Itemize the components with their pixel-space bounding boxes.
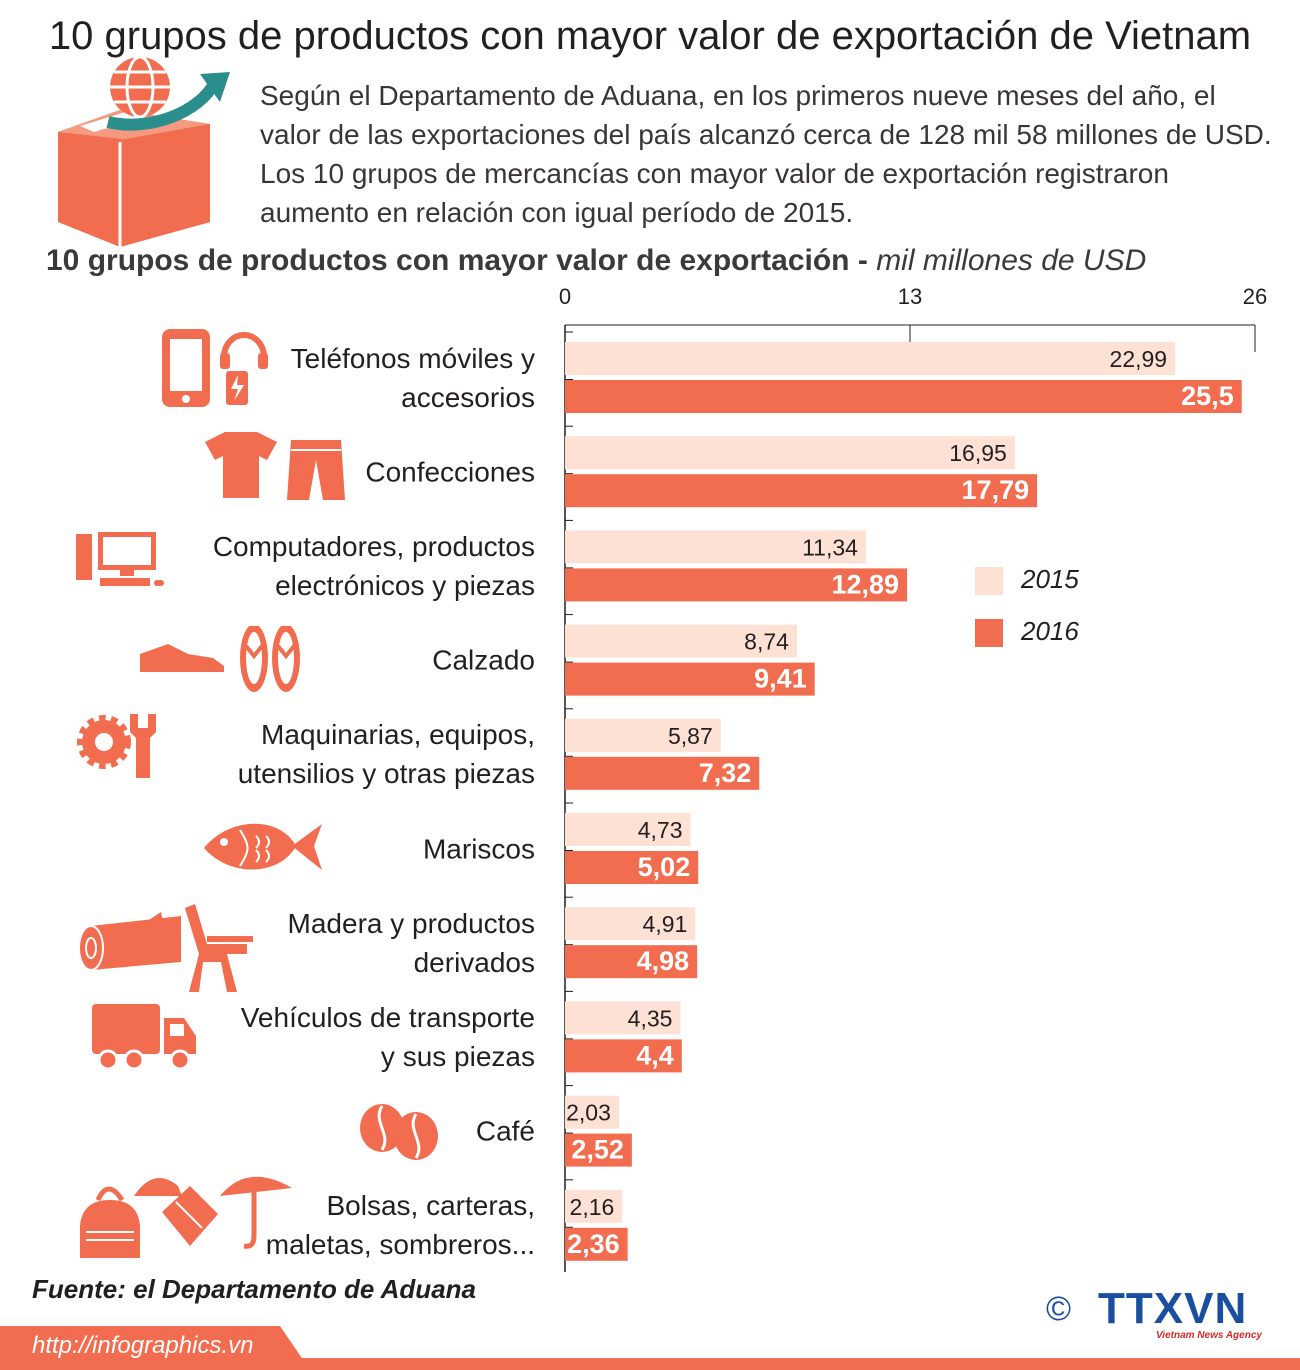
data-label-2016: 5,02 [638,852,691,882]
log-chair-icon [78,904,253,992]
data-label-2015: 4,73 [638,817,683,843]
category-label-line: y sus piezas [380,1040,535,1072]
data-label-2016: 12,89 [832,569,900,599]
bar-2015 [565,1189,623,1223]
page-title: 10 grupos de productos con mayor valor d… [48,14,1252,58]
bar-2016 [565,945,698,979]
bar-2016 [565,380,1242,413]
category-label: Teléfonos móviles y accesorios [115,339,535,417]
bar-2015 [565,813,691,846]
ttxvn-logo: © TTXVN Vietnam News Agency [1046,1284,1276,1341]
chart-unit: mil millones de USD [876,244,1147,277]
footer-bar [0,1358,1300,1370]
footer-tab [0,1326,310,1370]
category-label: Mariscos [115,829,535,868]
coffee-bean-icon [360,1104,438,1160]
data-label-2016: 9,41 [754,664,807,694]
category-label: Vehículos de transporte y sus piezas [115,998,535,1076]
tick-label: 0 [558,284,572,309]
category-label-line: Teléfonos móviles y [290,342,535,374]
data-label-2016: 2,36 [567,1229,620,1259]
bar-2015 [565,718,721,752]
data-label-2015: 4,91 [643,911,688,937]
data-label-2015: 8,74 [744,629,789,655]
bar-2015 [565,1095,619,1129]
category-label-line: Vehículos de transporte [240,1001,535,1033]
fish-icon [204,823,322,870]
data-label-2015: 22,99 [1110,346,1168,372]
category-label-line: maletas, sombreros... [265,1229,535,1261]
bar-2016 [565,1133,632,1167]
data-label-2016: 25,5 [1181,381,1234,411]
data-label-2015: 11,34 [802,534,858,560]
data-label-2016: 2,52 [571,1135,624,1165]
copyright-icon: © [1046,1290,1072,1328]
computer-icon [76,532,164,586]
category-label: Café [115,1112,535,1151]
bag-hat-umbrella-icon [80,1176,292,1258]
category-label-line: Café [475,1115,535,1147]
category-label-line: utensilios y otras piezas [237,758,535,790]
category-label-line: Maquinarias, equipos, [261,719,535,751]
tick-label: 26 [1242,284,1268,309]
intro-text: Según el Departamento de Aduana, en los … [260,80,1272,228]
data-label-2015: 2,03 [566,1100,611,1126]
data-label-2015: 16,95 [949,440,1007,466]
bar-2016 [565,662,815,696]
shoe-sandal-icon [140,626,300,692]
category-label-line: accesorios [401,381,535,413]
clothes-icon [205,432,345,500]
category-label-line: Madera y productos [287,907,535,939]
bar-2016 [565,851,699,884]
bar-2016 [565,1227,628,1261]
bar-2015 [565,342,1176,375]
category-label: Madera y productos derivados [115,904,535,982]
logo-tagline: Vietnam News Agency [1156,1330,1262,1341]
legend-swatch [975,567,1003,596]
bar-2016 [565,1039,682,1073]
bar-2016 [565,568,908,602]
category-label: Calzado [115,641,535,680]
legend-swatch [975,619,1003,648]
logo-name: TTXVN [1098,1284,1248,1333]
bar-2015 [565,624,797,658]
data-label-2016: 7,32 [699,758,752,788]
bar-2015 [565,530,866,564]
category-label-line: electrónicos y piezas [275,569,535,601]
data-label-2015: 4,35 [628,1005,673,1031]
tick-label: 13 [897,284,923,309]
chart-title: 10 grupos de productos con mayor valor d… [46,244,1147,277]
data-label-2015: 5,87 [668,723,713,749]
data-label-2016: 4,4 [636,1040,674,1070]
truck-icon [92,1004,196,1071]
data-label-2016: 17,79 [962,475,1030,505]
category-label: Confecciones [115,452,535,491]
category-label-line: Computadores, productos [212,530,535,562]
phone-headset-icon [162,329,268,407]
source-url[interactable]: http://infographics.vn [32,1332,254,1359]
gear-wrench-icon [77,714,156,778]
data-label-2016: 4,98 [637,946,690,976]
category-label: Computadores, productos electrónicos y pi… [115,527,535,605]
bar-2015 [565,907,696,941]
category-label-line: Calzado [432,644,535,676]
legend-item-2016: 2016 [975,616,1079,648]
category-label-line: Confecciones [365,456,535,488]
bar-chart: 22,99 25,5 16,95 17,79 11,34 12,89 8,74 9,41 5,8… [564,324,1256,1272]
category-label-line: Bolsas, carteras, [326,1190,535,1222]
bar-2016 [565,756,760,790]
category-label-line: derivados [413,946,535,978]
category-label-line: Mariscos [422,833,535,864]
box-globe-arrow-icon [58,55,230,247]
category-label: Bolsas, carteras, maletas, sombreros... [115,1186,535,1264]
bar-2016 [565,474,1038,508]
bar-2015 [565,436,1015,470]
source-note: Fuente: el Departamento de Aduana [32,1274,476,1304]
bar-2015 [565,1001,681,1035]
category-label: Maquinarias, equipos, utensilios y otras … [115,715,535,793]
data-label-2015: 2,16 [570,1194,615,1220]
legend-item-2015: 2015 [975,564,1079,596]
